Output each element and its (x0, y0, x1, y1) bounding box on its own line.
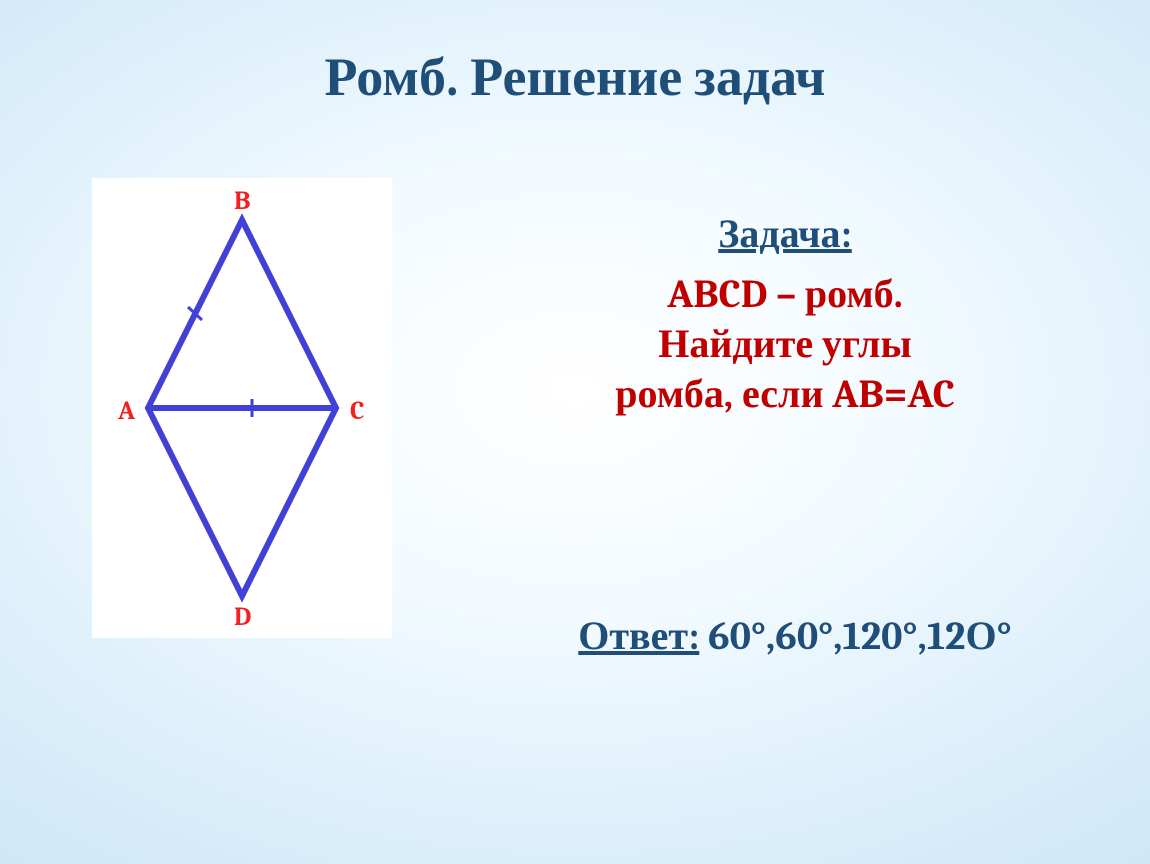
vertex-label-c: C (350, 396, 364, 426)
problem-label: Задача: (475, 210, 1095, 257)
vertex-label-a: A (118, 396, 135, 426)
problem-line2: Найдите углы (658, 321, 911, 367)
page-title: Ромб. Решение задач (0, 46, 1150, 109)
problem-line3: ромба, если AB=AC (615, 371, 955, 417)
vertex-label-b: B (234, 186, 250, 216)
answer-label: Ответ: (578, 613, 699, 659)
problem-line1: ABCD – ромб. (667, 271, 903, 317)
problem-block: Задача: ABCD – ромб. Найдите углы ромба,… (475, 210, 1095, 419)
problem-text: ABCD – ромб. Найдите углы ромба, если AB… (475, 269, 1095, 419)
answer-text: 60°,60°,120°,12О° (699, 613, 1011, 659)
rhombus-diagram: A B C D (92, 178, 392, 638)
slide: Ромб. Решение задач A B C D Задача: ABCD… (0, 0, 1150, 864)
rhombus-svg (92, 178, 392, 638)
answer-block: Ответ: 60°,60°,120°,12О° (475, 612, 1115, 659)
vertex-label-d: D (234, 602, 251, 632)
